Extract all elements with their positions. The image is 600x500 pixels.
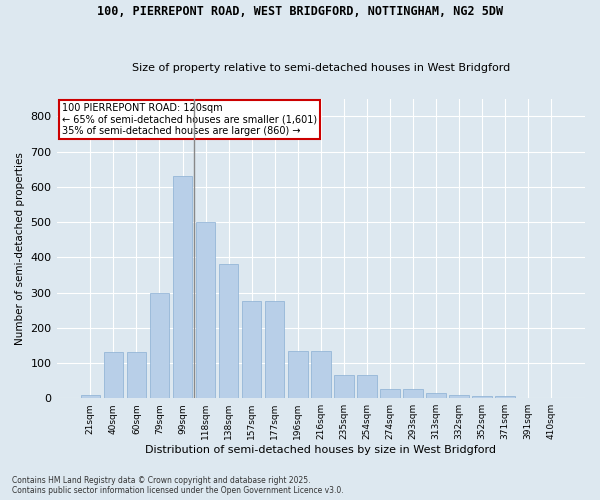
- Bar: [196, 222, 215, 398]
- Bar: [80, 394, 100, 398]
- Bar: [104, 352, 123, 398]
- X-axis label: Distribution of semi-detached houses by size in West Bridgford: Distribution of semi-detached houses by …: [145, 445, 496, 455]
- Bar: [426, 393, 446, 398]
- Bar: [127, 352, 146, 398]
- Bar: [311, 350, 331, 398]
- Y-axis label: Number of semi-detached properties: Number of semi-detached properties: [15, 152, 25, 345]
- Text: 100 PIERREPONT ROAD: 120sqm
← 65% of semi-detached houses are smaller (1,601)
35: 100 PIERREPONT ROAD: 120sqm ← 65% of sem…: [62, 104, 317, 136]
- Bar: [288, 350, 308, 398]
- Bar: [242, 302, 262, 398]
- Text: 100, PIERREPONT ROAD, WEST BRIDGFORD, NOTTINGHAM, NG2 5DW: 100, PIERREPONT ROAD, WEST BRIDGFORD, NO…: [97, 5, 503, 18]
- Bar: [380, 390, 400, 398]
- Bar: [449, 394, 469, 398]
- Title: Size of property relative to semi-detached houses in West Bridgford: Size of property relative to semi-detach…: [131, 63, 510, 73]
- Bar: [496, 396, 515, 398]
- Bar: [173, 176, 193, 398]
- Bar: [357, 376, 377, 398]
- Bar: [265, 302, 284, 398]
- Bar: [472, 396, 492, 398]
- Text: Contains HM Land Registry data © Crown copyright and database right 2025.
Contai: Contains HM Land Registry data © Crown c…: [12, 476, 344, 495]
- Bar: [403, 390, 423, 398]
- Bar: [334, 376, 353, 398]
- Bar: [149, 292, 169, 398]
- Bar: [219, 264, 238, 398]
